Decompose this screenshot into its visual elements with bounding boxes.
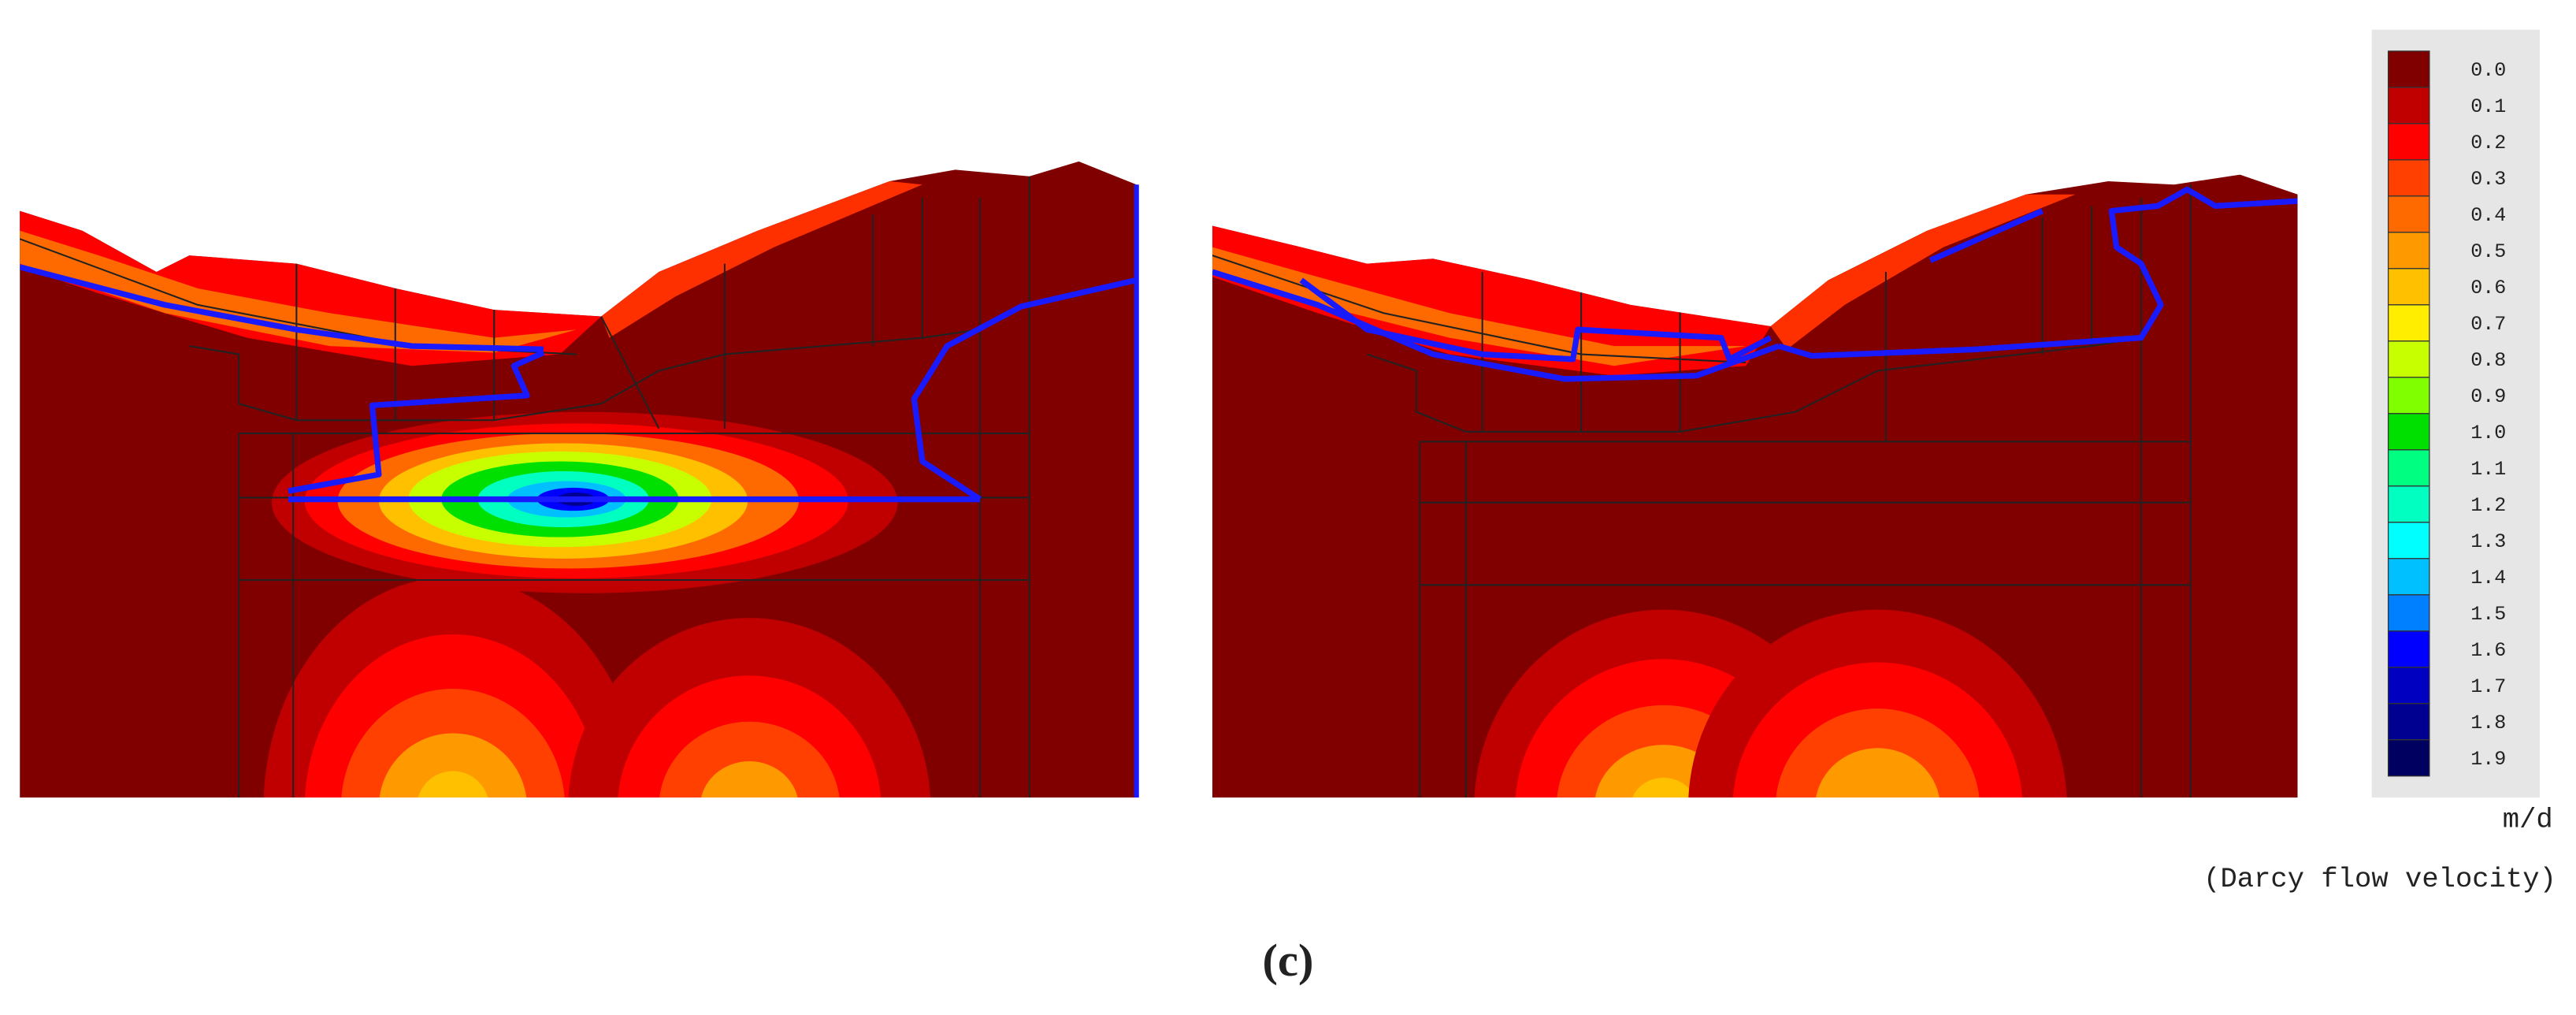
legend-label: 0.2 [2470, 132, 2506, 154]
legend-label: 0.7 [2470, 313, 2506, 336]
surface-band [1212, 225, 1771, 376]
legend-label: 1.9 [2470, 748, 2506, 771]
legend-swatch [2388, 558, 2430, 596]
legend-swatch [2388, 159, 2430, 197]
legend-label: 0.8 [2470, 349, 2506, 372]
legend-label: 1.4 [2470, 567, 2506, 589]
legend-swatch [2388, 304, 2430, 342]
lower-plume [1474, 609, 2067, 798]
legend-swatch [2388, 667, 2430, 705]
quantity-label: (Darcy flow velocity) [2203, 863, 2556, 895]
legend-swatch [2388, 123, 2430, 161]
plume [271, 411, 898, 593]
legend-label: 0.1 [2470, 95, 2506, 118]
legend-swatch [2388, 739, 2430, 777]
legend-label: 1.5 [2470, 603, 2506, 626]
legend-swatch [2388, 703, 2430, 741]
legend-label: 0.6 [2470, 277, 2506, 299]
legend-swatch [2388, 232, 2430, 270]
legend-label: 0.4 [2470, 204, 2506, 227]
legend-swatch [2388, 413, 2430, 451]
surface-band [20, 210, 602, 366]
legend-swatch [2388, 50, 2430, 88]
water-table [20, 264, 1137, 503]
legend-swatch [2388, 630, 2430, 668]
legend-swatch [2388, 449, 2430, 487]
legend-swatch [2388, 522, 2430, 560]
legend-swatch [2388, 195, 2430, 233]
legend: 0.0 0.1 0.2 0.3 0.4 0.5 0.6 0.7 0.8 0.9 1.0 1.1 1.2 1… [2388, 50, 2506, 777]
water-table [1212, 186, 2298, 382]
legend-label: 1.0 [2470, 422, 2506, 444]
mesh [1212, 184, 2192, 798]
legend-swatch [2388, 594, 2430, 632]
legend-swatch [2388, 377, 2430, 415]
right-panel [1212, 174, 2298, 798]
legend-label: 1.6 [2470, 639, 2506, 662]
legend-label: 1.2 [2470, 494, 2506, 517]
surface-band [1770, 194, 2076, 350]
unit-label: m/d [2503, 804, 2553, 836]
legend-label: 1.1 [2470, 458, 2506, 481]
lower-plume [263, 576, 931, 798]
legend-swatch [2388, 268, 2430, 306]
legend-label: 0.9 [2470, 385, 2506, 408]
legend-label: 0.3 [2470, 168, 2506, 191]
legend-swatch [2388, 485, 2430, 523]
legend-label: 1.8 [2470, 712, 2506, 734]
legend-swatch [2388, 340, 2430, 378]
left-panel [20, 161, 1137, 798]
surface-band [601, 181, 922, 338]
legend-swatch [2388, 87, 2430, 125]
legend-label: 0.0 [2470, 59, 2506, 82]
legend-label: 0.5 [2470, 240, 2506, 263]
surface-band [1212, 247, 1746, 366]
caption: (c) [1263, 935, 1314, 986]
legend-label: 1.3 [2470, 530, 2506, 553]
legend-label: 1.7 [2470, 675, 2506, 698]
